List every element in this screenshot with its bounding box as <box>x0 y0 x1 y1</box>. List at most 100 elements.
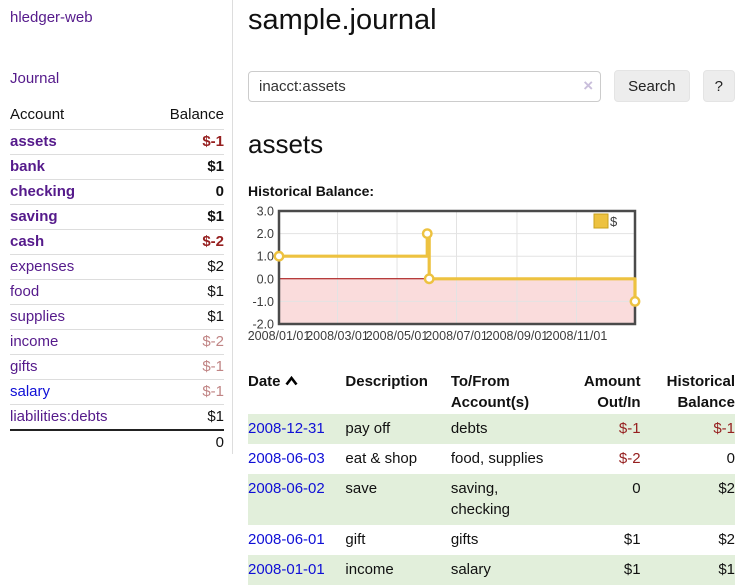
txn-accounts: saving, checking <box>450 480 511 518</box>
txn-accounts: salary <box>450 561 491 578</box>
account-row: cash $-2 <box>10 229 224 255</box>
sidebar-account-link[interactable]: supplies <box>10 308 66 325</box>
sidebar-account-link[interactable]: food <box>10 283 40 300</box>
account-row: expenses $2 <box>10 254 224 280</box>
account-row: liabilities:debts $1 <box>10 404 224 431</box>
txn-balance: 0 <box>726 450 735 467</box>
account-balance: $-1 <box>147 354 224 380</box>
search-button[interactable]: Search <box>614 70 690 102</box>
account-balance: $1 <box>147 404 224 431</box>
svg-text:2008/11/01: 2008/11/01 <box>546 329 608 343</box>
table-row: 2008-01-01 income salary $1 $1 <box>248 555 735 585</box>
txn-accounts: debts <box>450 420 488 437</box>
search-input[interactable] <box>248 70 602 102</box>
txn-date-link[interactable]: 2008-06-02 <box>248 480 325 497</box>
svg-text:2.0: 2.0 <box>257 227 274 241</box>
txn-date-link[interactable]: 2008-01-01 <box>248 561 325 578</box>
txn-balance: $2 <box>718 480 735 497</box>
txn-rows: 2008-12-31 pay off debts $-1 $-1 2008-06-03 ea… <box>248 414 735 585</box>
svg-text:1.0: 1.0 <box>257 250 274 264</box>
account-balance: $1 <box>147 279 224 305</box>
txn-amount: $-1 <box>618 420 641 437</box>
txn-accounts: food, supplies <box>450 450 544 467</box>
register-table: Date Description To/From Account(s) Amou… <box>248 370 735 585</box>
txn-balance: $2 <box>718 531 735 548</box>
account-row: income $-2 <box>10 329 224 355</box>
sidebar-item-journal[interactable]: Journal <box>10 70 60 87</box>
txn-amount: $1 <box>623 561 641 578</box>
account-rows: assets $-1 bank $1 checking 0 saving $1 cash $-2 e… <box>10 129 224 431</box>
help-button[interactable]: ? <box>702 70 735 102</box>
account-balance: $-2 <box>147 329 224 355</box>
sidebar: hledger-web Journal Account Balance asse… <box>0 0 233 454</box>
accounts-table: Account Balance assets $-1 bank $1 checking 0… <box>10 102 224 454</box>
register-header-amount: Amount Out/In <box>583 373 641 411</box>
account-balance: 0 <box>147 179 224 205</box>
account-row: assets $-1 <box>10 129 224 155</box>
register-header-balance: Historical Balance <box>666 373 735 411</box>
account-balance: $2 <box>147 254 224 280</box>
account-balance: $-1 <box>147 129 224 155</box>
sidebar-account-link[interactable]: cash <box>10 233 45 250</box>
register-header-description: Description <box>345 373 428 390</box>
account-row: gifts $-1 <box>10 354 224 380</box>
svg-text:2008/05/01: 2008/05/01 <box>366 329 429 343</box>
txn-description: gift <box>345 531 366 548</box>
sidebar-account-link[interactable]: gifts <box>10 358 38 375</box>
txn-amount: 0 <box>632 480 641 497</box>
sidebar-account-link[interactable]: salary <box>10 383 51 400</box>
table-row: 2008-06-03 eat & shop food, supplies $-2 0 <box>248 444 735 474</box>
balance-chart[interactable]: $3.0 2.0 1.0 0.0 -1.0 -2.0 2008/01/01 2008/03/0… <box>242 205 735 351</box>
account-balance: $-2 <box>147 229 224 255</box>
txn-date-link[interactable]: 2008-06-01 <box>248 531 325 548</box>
accounts-total-value: 0 <box>147 429 224 454</box>
svg-text:3.0: 3.0 <box>257 206 274 219</box>
txn-description: eat & shop <box>345 450 418 467</box>
account-row: saving $1 <box>10 204 224 230</box>
table-row: 2008-06-01 gift gifts $1 $2 <box>248 525 735 555</box>
page-title: sample.journal <box>248 4 437 36</box>
sidebar-account-link[interactable]: liabilities:debts <box>10 408 108 425</box>
table-row: 2008-06-02 save saving, checking 0 $2 <box>248 474 735 525</box>
svg-text:2008/07/01: 2008/07/01 <box>425 329 488 343</box>
svg-text:$: $ <box>610 214 618 229</box>
svg-text:2008/09/01: 2008/09/01 <box>486 329 549 343</box>
txn-description: income <box>345 561 394 578</box>
accounts-header-balance: Balance <box>147 102 224 130</box>
account-row: bank $1 <box>10 154 224 180</box>
sidebar-account-link[interactable]: income <box>10 333 59 350</box>
account-row: supplies $1 <box>10 304 224 330</box>
txn-description: save <box>345 480 378 497</box>
txn-description: pay off <box>345 420 391 437</box>
account-row: checking 0 <box>10 179 224 205</box>
txn-balance: $-1 <box>713 420 735 437</box>
sidebar-account-link[interactable]: checking <box>10 183 76 200</box>
account-balance: $1 <box>147 154 224 180</box>
chart-label: Historical Balance: <box>248 183 375 199</box>
txn-amount: $-2 <box>618 450 641 467</box>
txn-date-link[interactable]: 2008-06-03 <box>248 450 325 467</box>
txn-amount: $1 <box>623 531 641 548</box>
sidebar-account-link[interactable]: assets <box>10 133 57 150</box>
sidebar-account-link[interactable]: expenses <box>10 258 75 275</box>
account-row: food $1 <box>10 279 224 305</box>
table-row: 2008-12-31 pay off debts $-1 $-1 <box>248 414 735 444</box>
svg-text:2008/03/01: 2008/03/01 <box>306 329 369 343</box>
svg-text:-2.0: -2.0 <box>252 318 274 332</box>
svg-text:2008/01/01: 2008/01/01 <box>248 329 311 343</box>
account-row: salary $-1 <box>10 379 224 405</box>
svg-text:0.0: 0.0 <box>257 272 274 286</box>
app-title-link[interactable]: hledger-web <box>10 9 93 26</box>
svg-text:-1.0: -1.0 <box>252 295 274 309</box>
search-form: × Search ? <box>248 70 735 102</box>
clear-search-icon[interactable]: × <box>583 75 594 95</box>
account-balance: $1 <box>147 204 224 230</box>
sidebar-account-link[interactable]: saving <box>10 208 58 225</box>
txn-date-link[interactable]: 2008-12-31 <box>248 420 325 437</box>
register-header-accounts: To/From Account(s) <box>450 373 530 411</box>
accounts-header-account: Account <box>10 102 148 130</box>
register-header-date[interactable]: Date <box>248 370 345 414</box>
sidebar-account-link[interactable]: bank <box>10 158 46 175</box>
accounts-total-row: 0 <box>10 429 224 454</box>
